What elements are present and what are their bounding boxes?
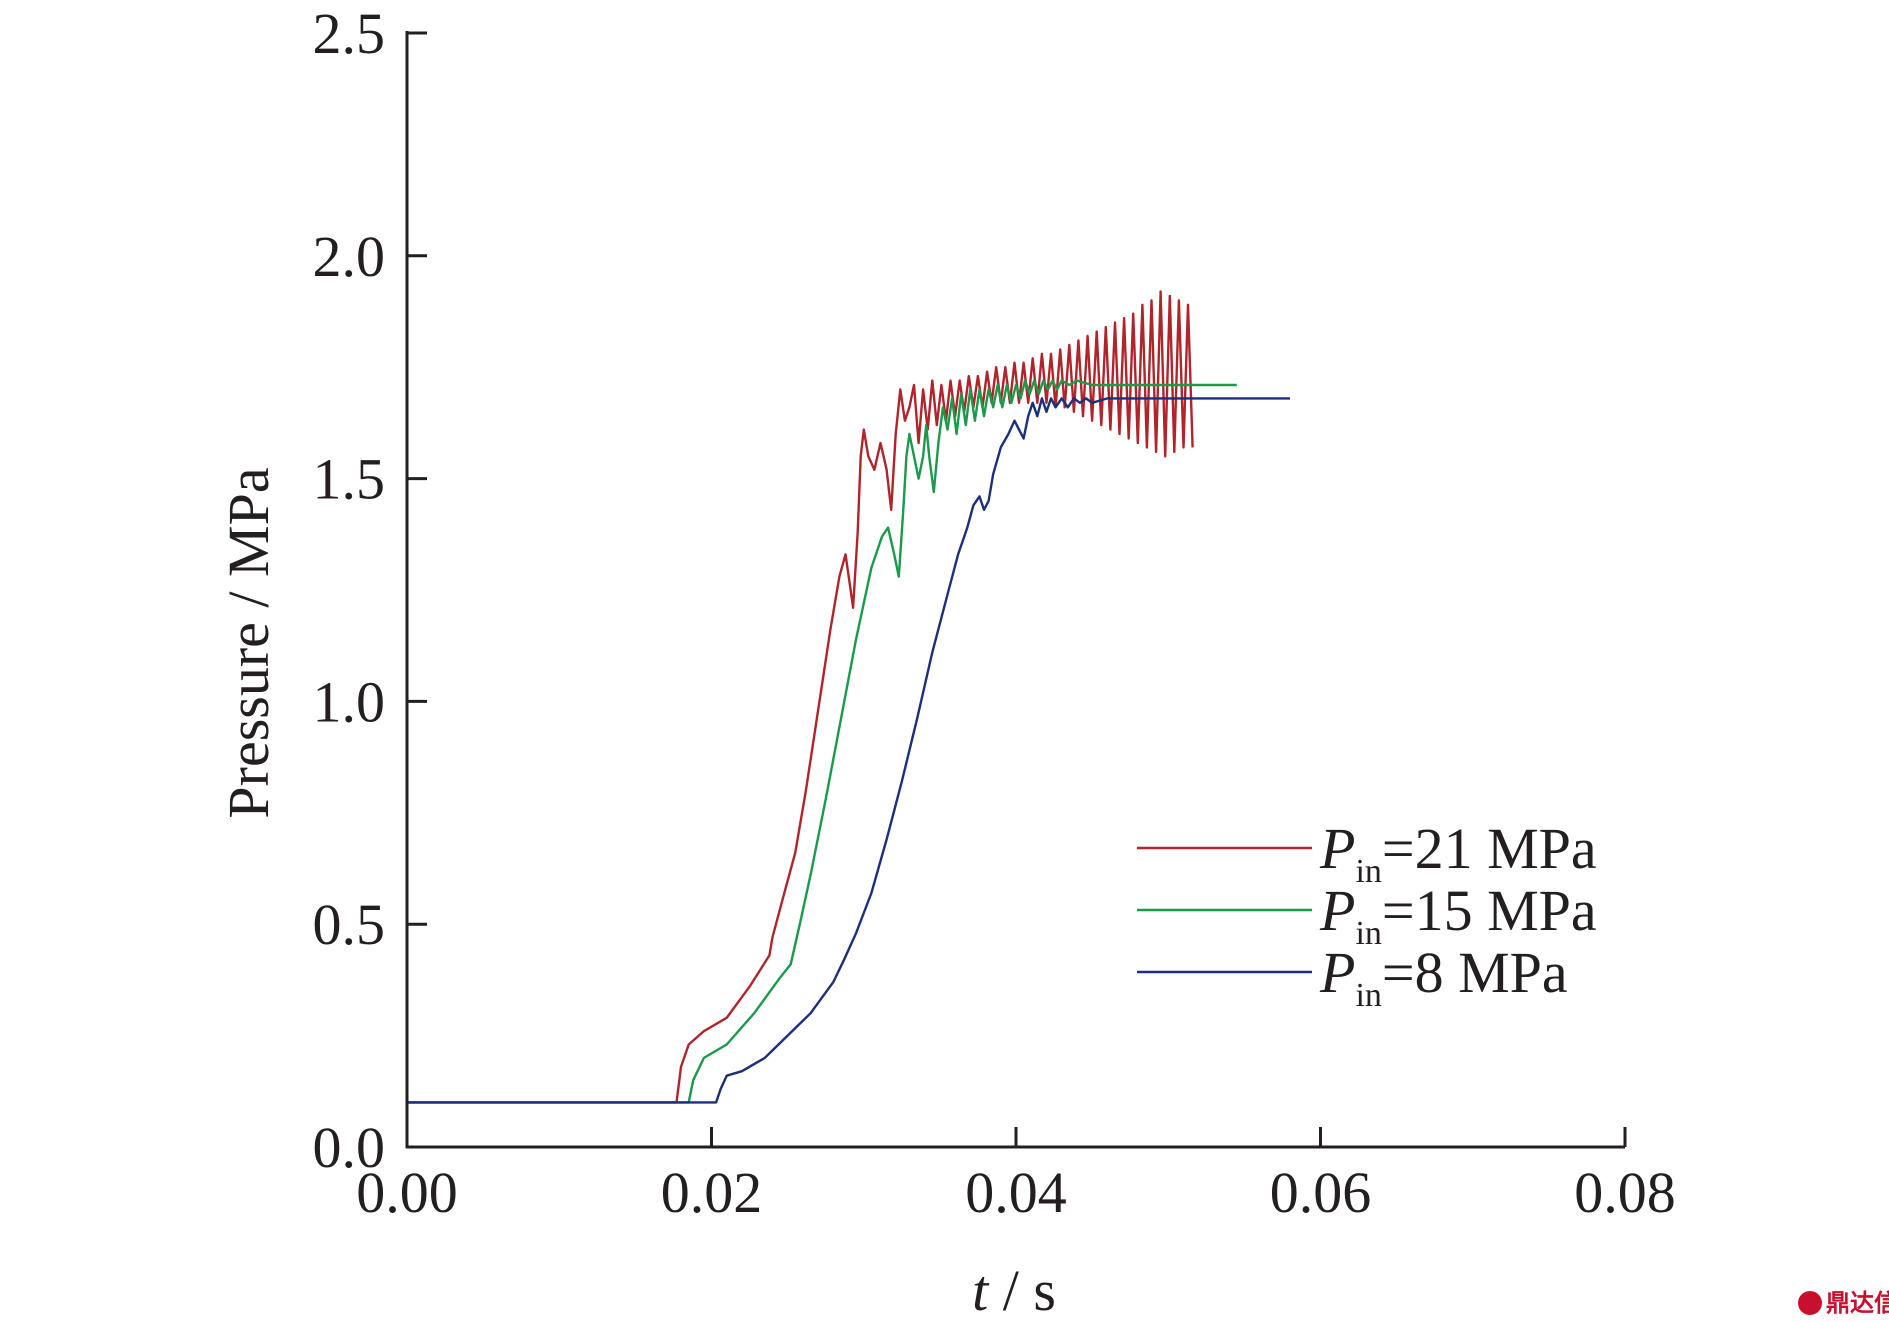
x-axis-variable: t — [972, 1258, 990, 1322]
legend-item-1: Pin=21 MPa — [1137, 816, 1597, 890]
legend-label-1: Pin=21 MPa — [1319, 816, 1597, 890]
x-axis-title: t / s — [972, 1258, 1056, 1322]
series-line-2 — [407, 379, 1237, 1104]
x-tick-label-0: 0.00 — [356, 1160, 458, 1225]
watermark-logo-icon — [1798, 1291, 1822, 1315]
y-tick-label-2: 1.0 — [313, 669, 386, 734]
y-tick-label-0: 0.0 — [313, 1115, 386, 1180]
legend-label-2: Pin=15 MPa — [1319, 878, 1597, 952]
y-tick-label-3: 1.5 — [313, 447, 386, 512]
x-tick-label-1: 0.02 — [661, 1160, 763, 1225]
legend-label-3: Pin=8 MPa — [1319, 940, 1568, 1014]
watermark-text: 鼎达信 — [1826, 1289, 1889, 1317]
y-tick-label-1: 0.5 — [313, 892, 386, 957]
series-line-3 — [407, 397, 1290, 1104]
legend-item-3: Pin=8 MPa — [1137, 940, 1568, 1014]
x-tick-label-4: 0.08 — [1574, 1160, 1676, 1225]
y-tick-label-5: 2.5 — [313, 1, 386, 66]
y-tick-label-4: 2.0 — [313, 224, 386, 289]
x-tick-label-2: 0.04 — [965, 1160, 1067, 1225]
x-tick-label-3: 0.06 — [1270, 1160, 1372, 1225]
watermark: 鼎达信 — [1798, 1289, 1889, 1317]
ticks-group — [405, 31, 1627, 1149]
legend-item-2: Pin=15 MPa — [1137, 878, 1597, 952]
tick-labels-group: 0.00 0.02 0.04 0.06 0.08 0.0 0.5 1.0 1.5 2.0 2.5 — [313, 1, 1676, 1225]
plot-series-group — [407, 290, 1290, 1104]
series-line-1 — [407, 290, 1194, 1104]
y-axis-title: Pressure / MPa — [216, 467, 281, 818]
x-axis-unit: / s — [988, 1258, 1056, 1322]
